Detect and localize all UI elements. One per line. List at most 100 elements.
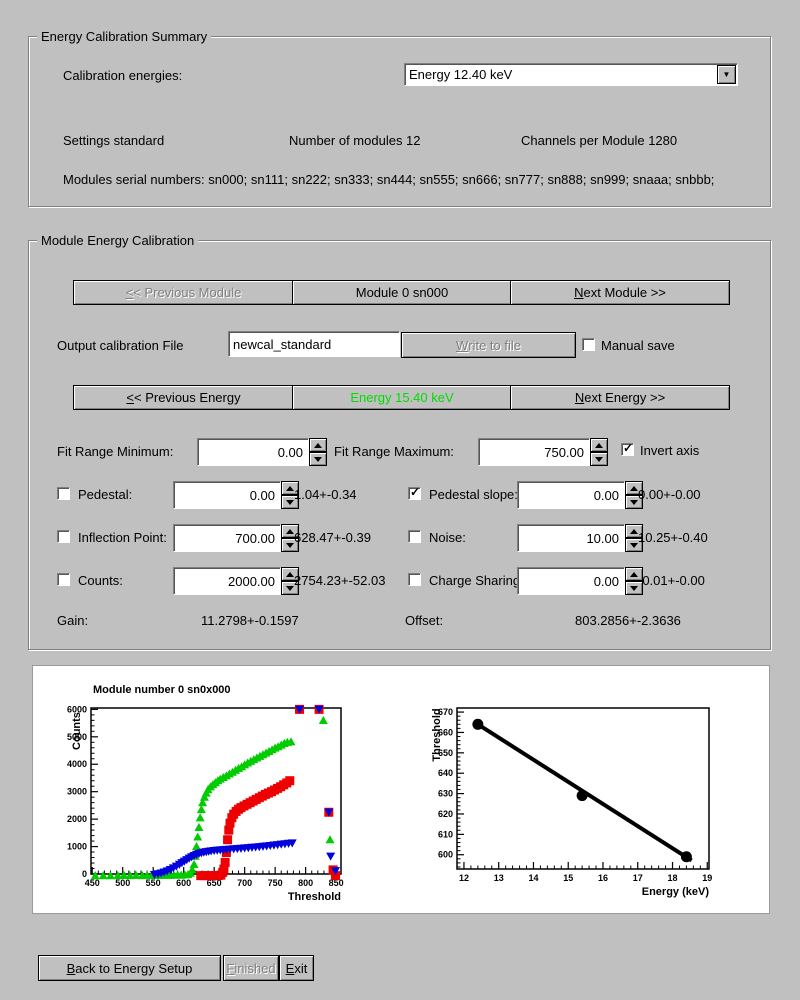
spin-up-icon[interactable] (309, 438, 327, 452)
svg-text:600: 600 (438, 850, 453, 860)
spin-up-icon[interactable] (625, 481, 643, 495)
svg-text:17: 17 (633, 873, 643, 883)
spin-down-icon[interactable] (281, 495, 299, 509)
previous-energy-button[interactable]: < < Previous Energy (73, 385, 294, 410)
pedestal-slope-input[interactable] (517, 481, 625, 509)
counts-checkbox[interactable] (57, 573, 70, 586)
inflection-point-checkbox[interactable] (57, 530, 70, 543)
spin-down-icon[interactable] (309, 452, 327, 466)
gain-value: 11.2798+-0.1597 (201, 613, 299, 628)
chevron-down-icon[interactable]: ▼ (717, 65, 736, 84)
pedestal-checkbox[interactable] (57, 487, 70, 500)
noise-input[interactable] (517, 524, 625, 552)
spin-up-icon[interactable] (590, 438, 608, 452)
svg-text:500: 500 (115, 878, 130, 888)
fit-range-min-input[interactable] (197, 438, 309, 466)
svg-text:Module number 0 sn0x000: Module number 0 sn0x000 (93, 684, 231, 696)
spin-up-icon[interactable] (281, 481, 299, 495)
num-modules-label: Number of modules 12 (289, 133, 421, 148)
summary-group-title: Energy Calibration Summary (37, 29, 212, 44)
svg-text:640: 640 (438, 768, 453, 778)
serial-numbers-label: Modules serial numbers: sn000; sn111; sn… (63, 172, 715, 187)
svg-text:13: 13 (494, 873, 504, 883)
current-module-button[interactable]: Module 0 sn000 (292, 280, 512, 305)
calibration-energies-value: Energy 12.40 keV (409, 67, 513, 82)
spin-up-icon[interactable] (625, 524, 643, 538)
svg-text:610: 610 (438, 829, 453, 839)
pedestal-slope-label: Pedestal slope: (429, 487, 518, 502)
svg-text:550: 550 (146, 878, 161, 888)
svg-text:14: 14 (528, 873, 538, 883)
counts-result: 2754.23+-52.03 (294, 573, 386, 588)
spin-down-icon[interactable] (625, 581, 643, 595)
pedestal-slope-checkbox[interactable] (408, 485, 421, 500)
threshold-vs-energy-chart: 12 13 14 15 16 17 18 19 600 610 620 630 640 650 660 670… (431, 707, 712, 898)
svg-text:15: 15 (563, 873, 573, 883)
charge-sharing-checkbox[interactable] (408, 573, 421, 586)
counts-input[interactable] (173, 567, 281, 595)
pedestal-label: Pedestal: (78, 487, 133, 502)
fit-range-max-label: Fit Range Maximum: (334, 444, 454, 459)
spin-down-icon[interactable] (625, 495, 643, 509)
calibration-energies-select[interactable]: Energy 12.40 keV ▼ (404, 63, 738, 86)
invert-axis-checkbox[interactable] (621, 441, 634, 456)
spin-up-icon[interactable] (281, 524, 299, 538)
module-energy-calibration-group: Module Energy Calibration < < Previous Mo… (28, 233, 771, 650)
manual-save-checkbox[interactable] (582, 338, 595, 351)
svg-text:600: 600 (176, 878, 191, 888)
pedestal-slope-spinbox[interactable] (517, 481, 643, 509)
pedestal-spinbox[interactable] (173, 481, 299, 509)
svg-text:670: 670 (438, 707, 453, 717)
fit-range-min-spinbox[interactable] (197, 438, 327, 466)
charge-sharing-spinbox[interactable] (517, 567, 643, 595)
svg-text:450: 450 (85, 878, 100, 888)
pedestal-result: 1.04+-0.34 (294, 487, 357, 502)
energy-calibration-summary-group: Energy Calibration Summary Calibration e… (28, 29, 771, 207)
fit-range-min-label: Fit Range Minimum: (57, 444, 174, 459)
fit-range-max-input[interactable] (478, 438, 590, 466)
output-file-label: Output calibration File (57, 338, 184, 353)
svg-text:5000: 5000 (67, 732, 87, 742)
charge-sharing-input[interactable] (517, 567, 625, 595)
svg-text:4000: 4000 (67, 759, 87, 769)
svg-text:750: 750 (268, 878, 283, 888)
svg-text:620: 620 (438, 809, 453, 819)
pedestal-slope-result: 0.00+-0.00 (638, 487, 701, 502)
previous-module-button[interactable]: < < Previous Module (73, 280, 294, 305)
spin-down-icon[interactable] (625, 538, 643, 552)
spin-down-icon[interactable] (281, 581, 299, 595)
counts-spinbox[interactable] (173, 567, 299, 595)
spin-down-icon[interactable] (590, 452, 608, 466)
charge-sharing-label: Charge Sharing (429, 573, 521, 588)
svg-text:Energy (keV): Energy (keV) (642, 886, 710, 898)
svg-text:16: 16 (598, 873, 608, 883)
settings-label: Settings standard (63, 133, 165, 148)
module-group-title: Module Energy Calibration (37, 233, 199, 248)
svg-text:6000: 6000 (67, 704, 87, 714)
noise-checkbox[interactable] (408, 530, 421, 543)
spin-up-icon[interactable] (625, 567, 643, 581)
current-energy-button[interactable]: Energy 15.40 keV (292, 385, 512, 410)
spin-down-icon[interactable] (281, 538, 299, 552)
svg-text:19: 19 (702, 873, 712, 883)
noise-spinbox[interactable] (517, 524, 643, 552)
svg-text:Counts: Counts (71, 712, 83, 750)
inflection-point-input[interactable] (173, 524, 281, 552)
spin-up-icon[interactable] (281, 567, 299, 581)
output-file-input[interactable] (228, 331, 400, 357)
offset-label: Offset: (405, 613, 444, 628)
charge-sharing-result: -0.01+-0.00 (638, 573, 705, 588)
pedestal-input[interactable] (173, 481, 281, 509)
fit-range-max-spinbox[interactable] (478, 438, 608, 466)
svg-text:3000: 3000 (67, 787, 87, 797)
svg-text:700: 700 (237, 878, 252, 888)
threshold-scan-chart: 450 500 550 600 650 700 750 800 850 0 1000 2000 3000… (67, 684, 344, 903)
inflection-point-spinbox[interactable] (173, 524, 299, 552)
svg-text:Threshold: Threshold (431, 708, 443, 761)
